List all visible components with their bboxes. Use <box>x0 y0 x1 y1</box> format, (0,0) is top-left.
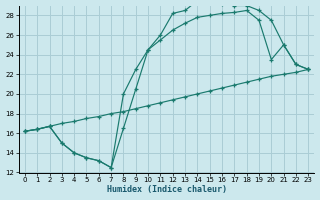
X-axis label: Humidex (Indice chaleur): Humidex (Indice chaleur) <box>107 185 227 194</box>
